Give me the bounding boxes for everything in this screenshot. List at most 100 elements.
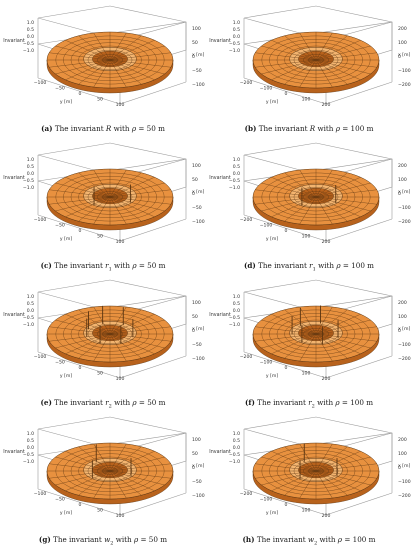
z-tick-label: −0.5 — [229, 315, 240, 321]
caption-rho: ρ — [132, 398, 137, 407]
caption-subscript: 1 — [312, 266, 316, 273]
z-tick-label: −0.5 — [23, 178, 34, 184]
z-tick-label: −0.5 — [229, 41, 240, 47]
z-tick-label: 0.0 — [27, 445, 34, 451]
caption-tag: (h) — [242, 535, 255, 544]
x-tick-label: −200 — [398, 219, 411, 225]
caption-symbol: w — [307, 535, 315, 544]
caption-tag: (b) — [244, 124, 257, 133]
z-tick-label: 1.0 — [233, 157, 240, 163]
z-tick-label: 1.0 — [27, 157, 34, 163]
y-axis-label: y [m] — [266, 236, 278, 242]
y-tick-label: 100 — [302, 371, 311, 377]
caption-symbol: r — [105, 261, 109, 270]
caption-symbol: r — [308, 398, 312, 407]
y-tick-label: 100 — [116, 102, 125, 108]
y-tick-label: 100 — [302, 234, 311, 240]
z-tick-label: 1.0 — [233, 20, 240, 26]
x-tick-label: 200 — [398, 163, 407, 169]
y-tick-label: 200 — [322, 376, 331, 382]
caption-text: The invariant — [51, 261, 106, 270]
z-tick-label: −1.0 — [23, 322, 34, 328]
z-tick-label: 0.5 — [233, 301, 240, 307]
caption-text: with — [113, 535, 134, 544]
x-tick-label: 50 — [192, 314, 198, 320]
z-tick-label: 1.0 — [27, 20, 34, 26]
caption-text: The invariant — [50, 535, 105, 544]
y-tick-label: 0 — [79, 365, 82, 371]
x-tick-label: 200 — [398, 300, 407, 306]
surface-mesh — [253, 169, 379, 225]
z-tick-label: 0.0 — [27, 308, 34, 314]
caption-tag: (e) — [40, 398, 52, 407]
caption-tag: (a) — [41, 124, 53, 133]
y-tick-label: 0 — [285, 228, 288, 234]
subfigure-e: Invariant 1.0 0.5 0.0 −0.5 −1.0 −100 −50 0 50 100 y… — [0, 274, 206, 411]
caption-symbol: r — [105, 398, 109, 407]
x-tick-label: 0 — [398, 191, 401, 197]
x-axis-label: x [m] — [192, 189, 204, 195]
y-tick-label: 100 — [302, 508, 311, 514]
subfigure-caption: (a) The invariant R with ρ = 50 m — [0, 124, 206, 133]
x-tick-label: 50 — [192, 177, 198, 183]
y-tick-label: −100 — [34, 217, 47, 223]
y-axis-label: y [m] — [60, 99, 72, 105]
z-axis-label: Invariant — [209, 38, 231, 44]
caption-subscript: 2 — [314, 540, 318, 547]
x-tick-label: 100 — [192, 26, 201, 32]
z-tick-label: 0.5 — [233, 27, 240, 33]
z-tick-label: −0.5 — [229, 178, 240, 184]
x-tick-label: −100 — [398, 342, 411, 348]
z-tick-label: 0.0 — [27, 34, 34, 40]
x-axis-label: x [m] — [192, 52, 204, 58]
surface-plot-b: Invariant 1.00.50.0−0.5−1.0 −200 −100 0 100 20… — [209, 5, 411, 108]
z-tick-label: 0.5 — [27, 301, 34, 307]
x-tick-label: 0 — [398, 54, 401, 60]
z-axis-label: Invariant — [209, 312, 231, 318]
z-tick-label: −1.0 — [23, 185, 34, 191]
x-tick-label: 100 — [192, 300, 201, 306]
z-tick-label: 0.5 — [27, 164, 34, 170]
subfigure-c: Invariant 1.0 0.5 0.0 −0.5 −1.0 −100 −50 0 50 100 y… — [0, 137, 206, 274]
surface-mesh — [253, 306, 379, 362]
z-tick-label: −1.0 — [23, 459, 34, 465]
y-tick-label: 50 — [97, 97, 103, 103]
caption-text: The invariant — [254, 535, 308, 544]
x-tick-label: 50 — [192, 40, 198, 46]
y-tick-label: −100 — [34, 491, 47, 497]
subfigure-caption: (e) The invariant r2 with ρ = 50 m — [0, 398, 206, 409]
y-tick-label: −200 — [240, 491, 253, 497]
caption-text: The invariant — [256, 124, 310, 133]
x-tick-label: −100 — [192, 493, 205, 499]
z-tick-label: −1.0 — [229, 48, 240, 54]
y-tick-label: 200 — [322, 513, 331, 519]
x-axis-label: x [m] — [192, 326, 204, 332]
y-tick-label: −200 — [240, 354, 253, 360]
y-tick-label: 100 — [116, 513, 125, 519]
z-axis-label: Invariant — [209, 175, 231, 181]
x-tick-label: −100 — [192, 219, 205, 225]
z-tick-label: 0.0 — [27, 171, 34, 177]
x-tick-label: −100 — [398, 479, 411, 485]
surface-mesh — [47, 32, 173, 88]
z-tick-label: −1.0 — [229, 185, 240, 191]
subfigure-caption: (b) The invariant R with ρ = 100 m — [206, 124, 412, 133]
surface-plot-g: Invariant 1.00.50.0−0.5−1.0 −100 −50 0 50 100 y… — [3, 416, 205, 519]
caption-subscript: 2 — [110, 540, 114, 547]
z-tick-label: 0.0 — [233, 171, 240, 177]
x-tick-label: 0 — [192, 328, 195, 334]
x-tick-label: 0 — [398, 465, 401, 471]
x-tick-label: 0 — [192, 465, 195, 471]
x-tick-label: 50 — [192, 451, 198, 457]
caption-value: = 50 m — [136, 124, 165, 133]
y-axis-label: y [m] — [60, 510, 72, 516]
z-tick-label: 0.5 — [233, 164, 240, 170]
x-tick-label: 0 — [192, 54, 195, 60]
y-tick-label: −100 — [34, 80, 47, 86]
y-tick-label: −100 — [260, 360, 273, 366]
y-tick-label: 50 — [97, 234, 103, 240]
z-tick-label: 1.0 — [233, 431, 240, 437]
y-axis-label: y [m] — [266, 373, 278, 379]
caption-text: The invariant — [52, 124, 106, 133]
z-tick-label: −0.5 — [23, 41, 34, 47]
